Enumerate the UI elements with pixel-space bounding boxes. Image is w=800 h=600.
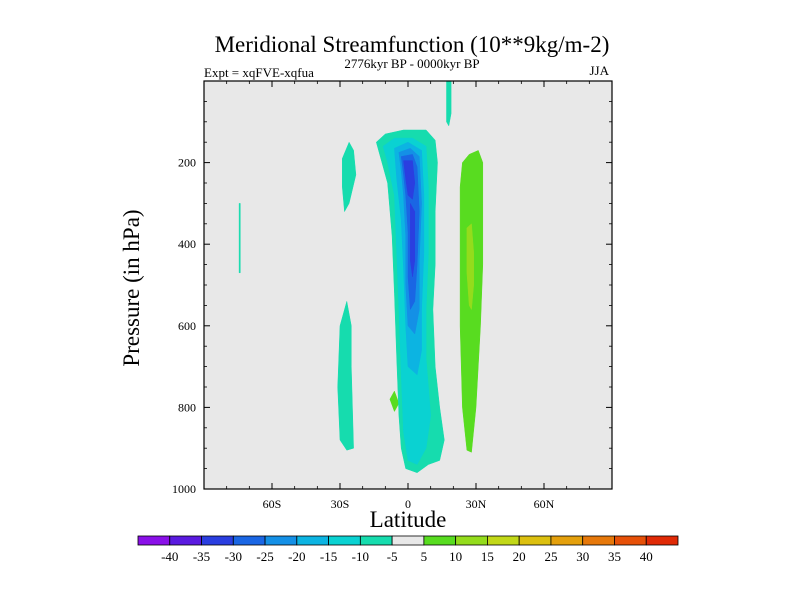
colorbar-label: 10 bbox=[449, 549, 462, 564]
colorbar-swatch bbox=[614, 535, 647, 546]
colorbar-label: -10 bbox=[352, 549, 369, 564]
colorbar-label: 30 bbox=[576, 549, 589, 564]
colorbar-label: -25 bbox=[256, 549, 273, 564]
colorbar-label: 35 bbox=[608, 549, 621, 564]
colorbar-swatch bbox=[423, 535, 457, 546]
colorbar-swatch bbox=[359, 535, 393, 546]
y-tick-label: 400 bbox=[178, 237, 196, 251]
colorbar-swatch bbox=[169, 535, 202, 546]
y-tick-label: 600 bbox=[178, 319, 196, 333]
contour-tropics-30 bbox=[403, 160, 416, 200]
colorbar-swatch bbox=[296, 535, 329, 546]
colorbar-swatch bbox=[201, 535, 234, 546]
x-axis-label: Latitude bbox=[370, 507, 447, 532]
colorbar-label: 25 bbox=[544, 549, 557, 564]
x-tick-label: 60S bbox=[263, 497, 282, 511]
colorbar-swatch bbox=[232, 535, 266, 546]
colorbar-label: 40 bbox=[640, 549, 653, 564]
colorbar-label: -15 bbox=[320, 549, 337, 564]
x-tick-label: 30N bbox=[466, 497, 487, 511]
axes-layer: 60S 30S 0 30N 60N 200 400 600 800 1000 bbox=[172, 81, 612, 511]
colorbar-label: 15 bbox=[481, 549, 494, 564]
colorbar-label: -5 bbox=[387, 549, 398, 564]
colorbar-label: -30 bbox=[225, 549, 242, 564]
colorbar-label: -35 bbox=[193, 549, 210, 564]
colorbar-label: 20 bbox=[513, 549, 526, 564]
colorbar-label: 5 bbox=[421, 549, 428, 564]
contour-upper-patch-27s bbox=[342, 141, 357, 212]
y-tick-label: 200 bbox=[178, 156, 196, 170]
y-tick-label: 1000 bbox=[172, 482, 196, 496]
colorbar-swatch bbox=[582, 535, 615, 546]
colorbar-label: -20 bbox=[288, 549, 305, 564]
x-tick-label: 60N bbox=[534, 497, 555, 511]
contour-green-core-27n bbox=[466, 223, 474, 310]
colorbar-swatch bbox=[487, 535, 520, 546]
contour-layer bbox=[238, 80, 484, 473]
y-axis-label: Pressure (in hPa) bbox=[119, 209, 144, 366]
season-label: JJA bbox=[589, 63, 609, 78]
time-period-label: 2776kyr BP - 0000kyr BP bbox=[344, 56, 479, 71]
colorbar-swatch bbox=[264, 535, 298, 546]
colorbar-swatch bbox=[645, 535, 679, 546]
colorbar: -40 -35 -30 -25 -20 -15 -10 -5 5 10 15 20 25 30 35 40 bbox=[137, 535, 679, 564]
colorbar-label: -40 bbox=[161, 549, 178, 564]
x-tick-label: 0 bbox=[405, 497, 411, 511]
experiment-label: Expt = xqFVE-xqfua bbox=[204, 65, 314, 80]
contour-vertical-streak-65s bbox=[238, 203, 241, 274]
contour-core-min-30 bbox=[410, 203, 416, 278]
colorbar-swatch bbox=[518, 535, 552, 546]
colorbar-swatch bbox=[137, 535, 171, 546]
x-tick-label: 30S bbox=[331, 497, 350, 511]
contour-lower-patch-28s bbox=[337, 301, 354, 451]
colorbar-swatch bbox=[455, 535, 488, 546]
colorbar-swatch bbox=[328, 535, 361, 546]
chart-title: Meridional Streamfunction (10**9kg/m-2) bbox=[215, 32, 610, 57]
colorbar-swatch bbox=[391, 535, 425, 546]
y-tick-label: 800 bbox=[178, 400, 196, 414]
colorbar-swatch bbox=[550, 535, 584, 546]
